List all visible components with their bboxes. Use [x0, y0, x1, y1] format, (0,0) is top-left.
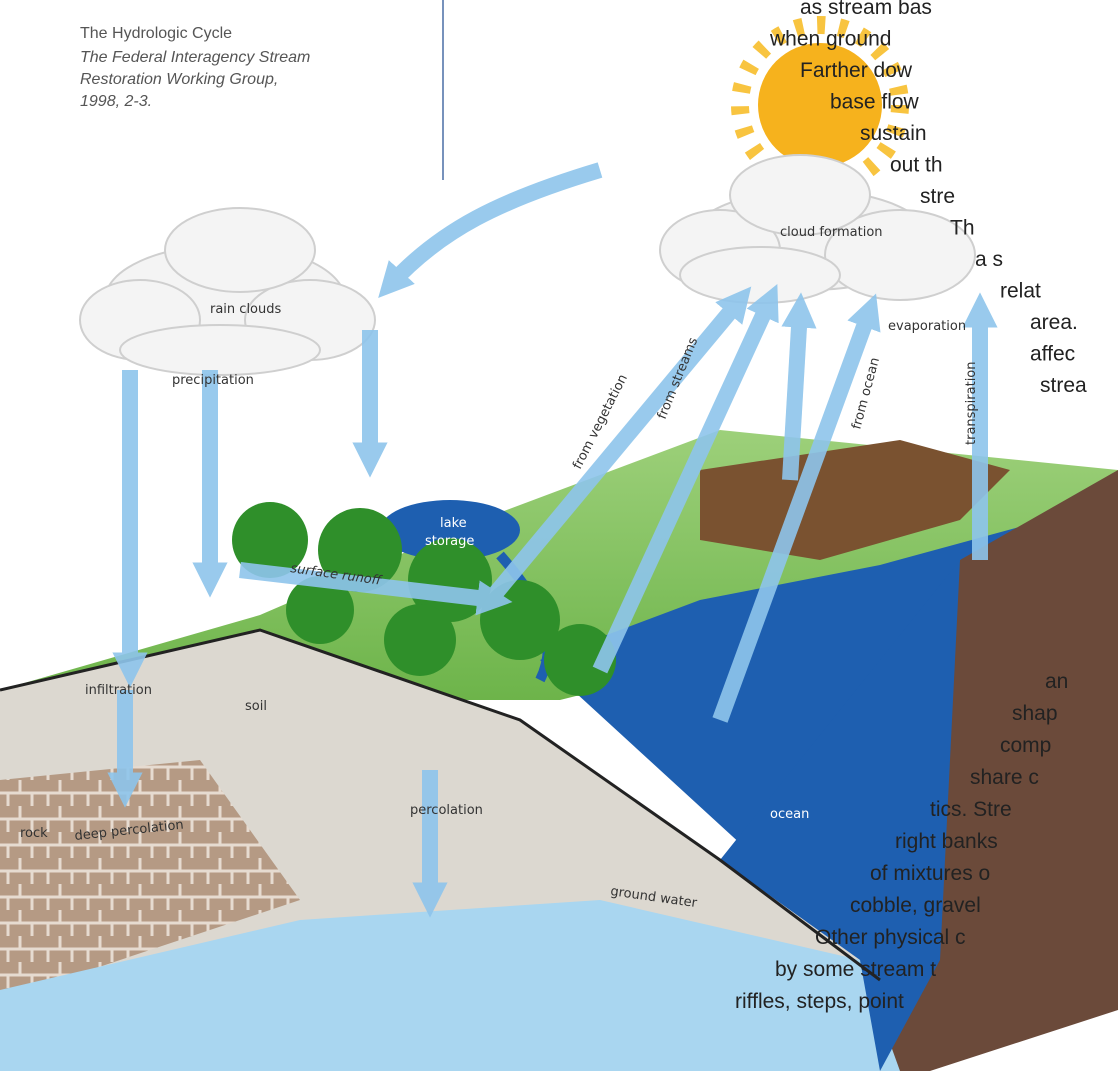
body-line: Farther dow — [800, 59, 913, 82]
body-line: an — [1045, 670, 1068, 693]
body-line: strea — [1040, 374, 1087, 397]
caption-title: The Hydrologic Cycle — [80, 25, 232, 42]
page: The Hydrologic Cycle The Federal Interag… — [0, 0, 1118, 1071]
body-line: Th — [950, 217, 975, 240]
body-line: right banks — [895, 830, 998, 853]
body-line: of mixtures o — [870, 862, 990, 885]
cloud — [80, 208, 375, 375]
label: lake — [440, 516, 467, 531]
body-line: area. — [1030, 311, 1078, 334]
body-line: base flow — [830, 91, 920, 114]
body-line: tics. Stre — [930, 798, 1012, 821]
body-line: affec — [1030, 343, 1075, 366]
caption-source: Restoration Working Group, — [80, 71, 278, 88]
body-line: cobble, gravel — [850, 894, 981, 917]
body-line: riffles, steps, point — [735, 990, 904, 1013]
label: from soil — [759, 343, 779, 400]
body-line: shap — [1012, 702, 1058, 725]
label: percolation — [410, 803, 483, 818]
body-line: comp — [1000, 734, 1051, 757]
caption-source: The Federal Interagency Stream — [80, 49, 310, 66]
caption-source: 1998, 2-3. — [80, 93, 152, 110]
body-line: sustain — [860, 122, 927, 145]
label: transpiration — [964, 362, 979, 446]
label: rain clouds — [210, 302, 281, 317]
label: cloud formation — [780, 225, 883, 240]
label: precipitation — [172, 373, 254, 388]
body-line: relat — [1000, 280, 1041, 303]
label: evaporation — [888, 319, 966, 334]
label: soil — [245, 699, 267, 714]
body-line: by some stream t — [775, 958, 936, 981]
label: infiltration — [85, 683, 152, 698]
label: from streams — [655, 335, 701, 421]
body-line: out th — [890, 154, 943, 177]
label: ocean — [770, 807, 809, 822]
page-canvas: The Hydrologic Cycle The Federal Interag… — [0, 0, 1118, 1071]
body-line: a s — [975, 248, 1003, 271]
label: storage — [425, 534, 474, 549]
label: rock — [20, 826, 48, 841]
body-line: Other physical c — [815, 926, 966, 949]
body-line: when ground — [769, 28, 891, 51]
body-line: share c — [970, 766, 1039, 789]
body-line: as stream bas — [800, 0, 932, 19]
body-line: stre — [920, 185, 955, 208]
